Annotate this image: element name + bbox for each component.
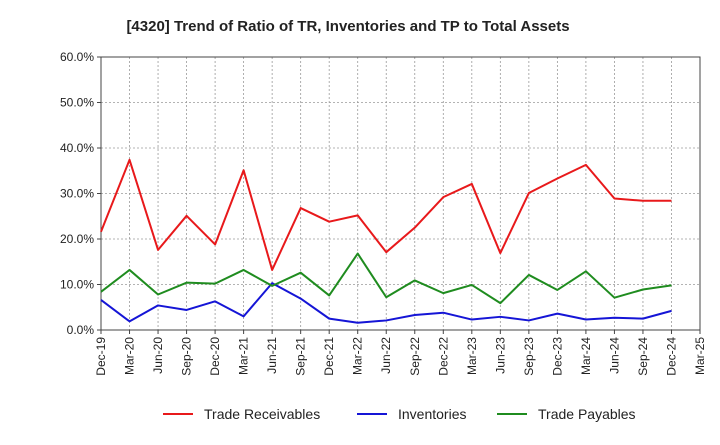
x-tick-label: Sep-20 — [180, 337, 194, 376]
x-tick-label: Sep-21 — [294, 337, 308, 376]
series-layer — [100, 158, 672, 324]
legend-label: Trade Receivables — [204, 406, 320, 422]
series-line-inventories — [100, 282, 672, 324]
x-tick-label: Jun-20 — [151, 337, 165, 374]
series-line-trade-payables — [100, 252, 672, 305]
legend-label: Inventories — [398, 406, 466, 422]
legend: Trade Receivables Inventories Trade Payabl… — [163, 406, 636, 422]
x-tick-label: Dec-23 — [550, 337, 564, 376]
x-tick-label: Mar-24 — [579, 337, 593, 375]
x-tick-label: Jun-23 — [493, 337, 507, 374]
legend-label: Trade Payables — [538, 406, 636, 422]
y-tick-label: 20.0% — [60, 232, 94, 246]
x-tick-label: Dec-19 — [94, 337, 108, 376]
chart-title: [4320] Trend of Ratio of TR, Inventories… — [126, 18, 569, 35]
y-tick-label: 10.0% — [60, 278, 94, 292]
x-tick-label: Jun-24 — [607, 337, 621, 374]
x-tick-label: Dec-21 — [322, 337, 336, 376]
y-tick-label: 60.0% — [60, 50, 94, 64]
x-tick-label: Dec-24 — [664, 337, 678, 376]
y-tick-label: 40.0% — [60, 141, 94, 155]
series-line-trade-receivables — [100, 158, 672, 271]
y-tick-label: 30.0% — [60, 187, 94, 201]
x-axis: Dec-19 Mar-20 Jun-20 Sep-20 Dec-20 Mar-21 Jun-… — [94, 330, 707, 376]
x-tick-label: Mar-23 — [465, 337, 479, 375]
y-tick-label: 50.0% — [60, 96, 94, 110]
x-tick-label: Mar-22 — [351, 337, 365, 375]
plot-frame — [100, 56, 701, 331]
x-tick-label: Sep-22 — [408, 337, 422, 376]
x-tick-label: Jun-21 — [265, 337, 279, 374]
x-tick-label: Dec-20 — [208, 337, 222, 376]
x-tick-label: Jun-22 — [379, 337, 393, 374]
x-tick-label: Mar-25 — [693, 337, 707, 375]
y-axis: 0.0% 10.0% 20.0% 30.0% 40.0% 50.0% 60.0% — [60, 50, 101, 337]
x-tick-label: Mar-20 — [123, 337, 137, 375]
x-tick-label: Sep-23 — [522, 337, 536, 376]
x-tick-label: Dec-22 — [436, 337, 450, 376]
x-tick-label: Sep-24 — [636, 337, 650, 376]
y-tick-label: 0.0% — [67, 323, 95, 337]
x-tick-label: Mar-21 — [237, 337, 251, 375]
